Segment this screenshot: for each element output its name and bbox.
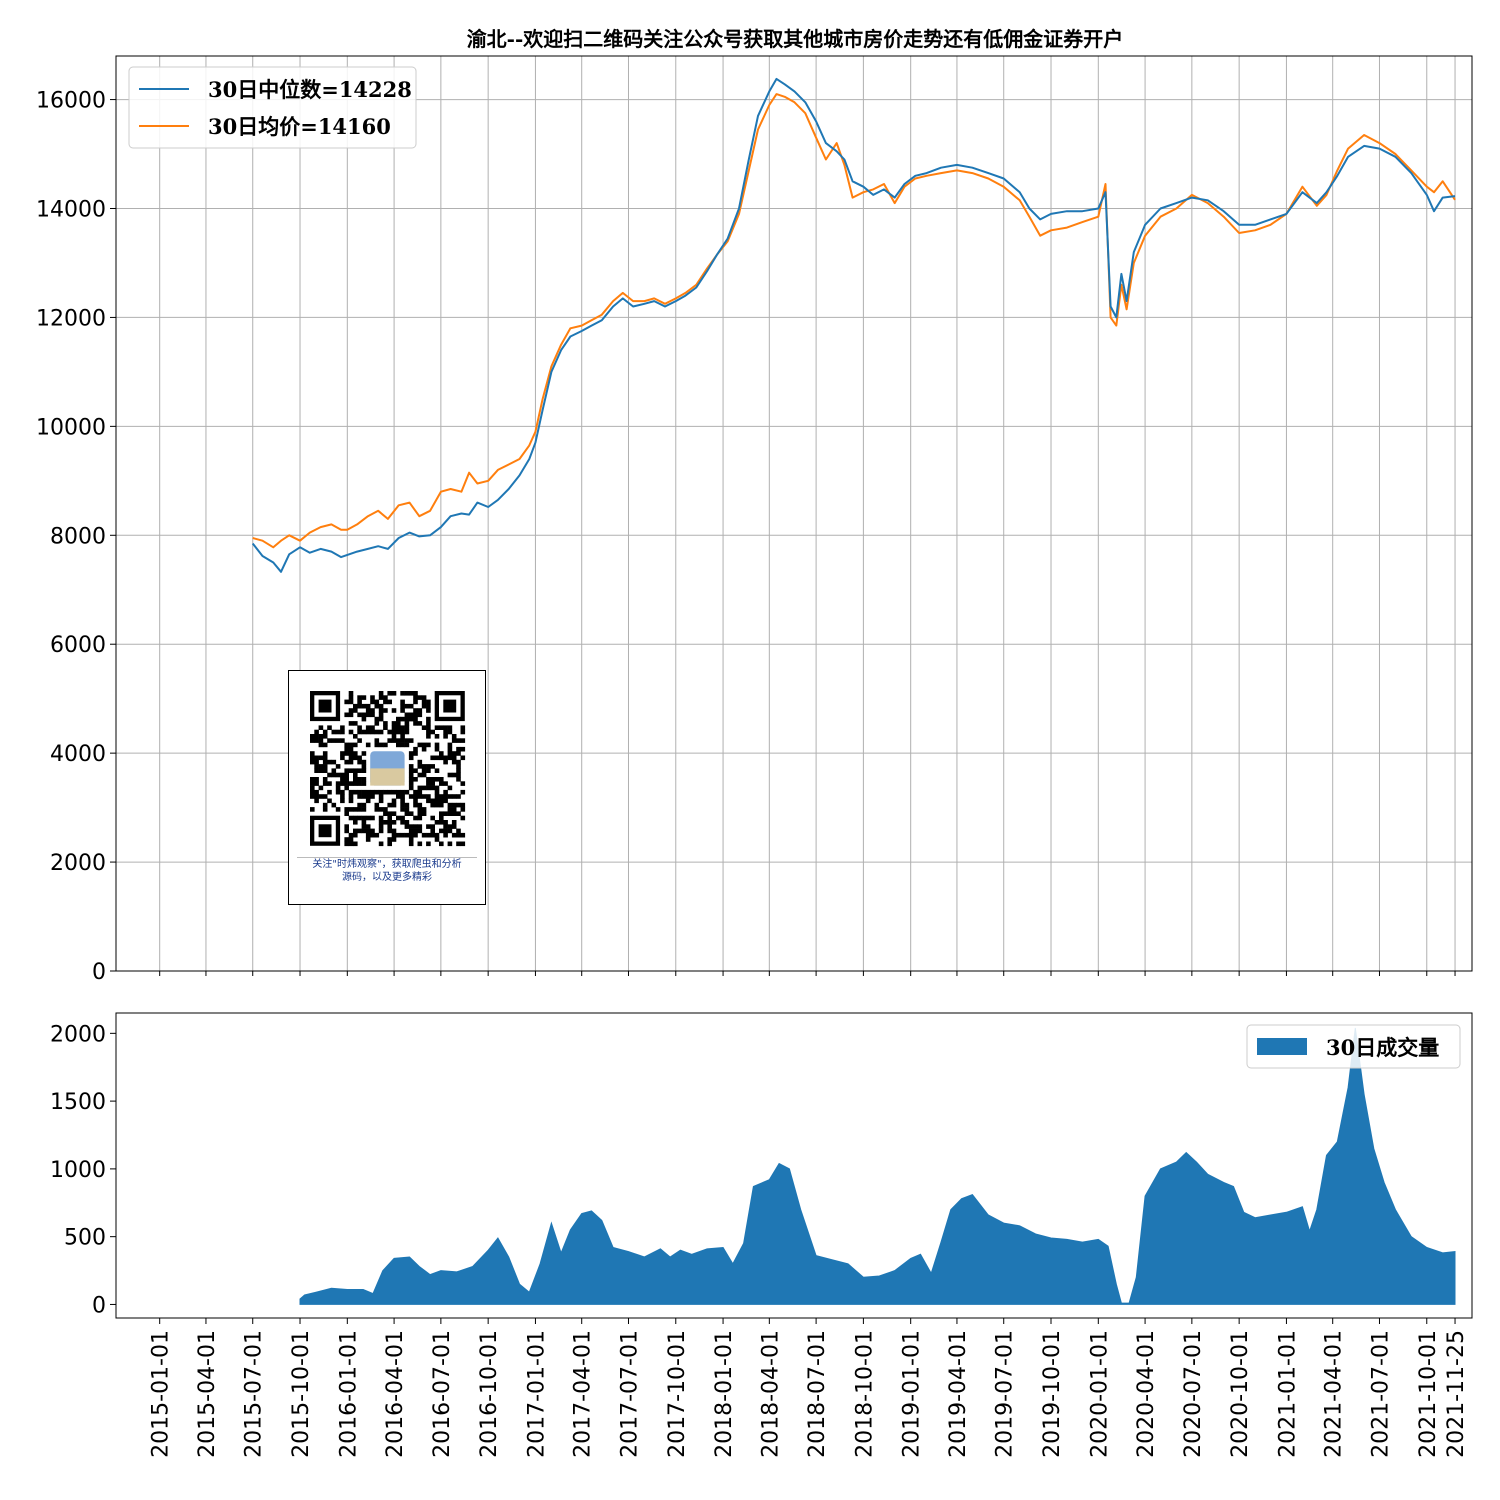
- x-tick-label: 2021-01-01: [1275, 1330, 1300, 1458]
- legend: 30日中位数=14228 30日均价=14160: [128, 66, 417, 149]
- volume-plot: 0 500 1000 1500 2000 2015-01-01 2015-04-01 2015…: [50, 1012, 1473, 1458]
- series-line: [252, 93, 1456, 549]
- plot-frame: [115, 1012, 1473, 1319]
- x-tick-label: 2015-07-01: [242, 1330, 267, 1458]
- y-tick-label: 2000: [50, 1022, 106, 1047]
- x-tick-label: 2021-11-25: [1444, 1330, 1469, 1458]
- series-line: [251, 77, 1456, 573]
- x-tick-label: 2017-10-01: [665, 1330, 690, 1458]
- x-tick-label: 2020-04-01: [1134, 1330, 1159, 1458]
- plot-frame: [115, 55, 1473, 972]
- y-tick-label: 10000: [36, 415, 106, 440]
- x-tick-label: 2019-01-01: [900, 1330, 925, 1458]
- x-tick-label: 2015-01-01: [149, 1330, 174, 1458]
- x-tick-label: 2016-01-01: [336, 1330, 361, 1458]
- x-tick-label: 2015-04-01: [195, 1330, 220, 1458]
- x-tick-label: 2018-07-01: [805, 1330, 830, 1458]
- x-tick-label: 2021-10-01: [1416, 1330, 1441, 1458]
- legend: 30日成交量: [1246, 1024, 1461, 1069]
- x-tick-label: 2017-04-01: [571, 1330, 596, 1458]
- y-tick-label: 1500: [50, 1090, 106, 1115]
- legend-entry: 30日均价=14160: [208, 114, 391, 139]
- y-tick-label: 4000: [50, 742, 106, 767]
- x-tick-label: 2016-07-01: [430, 1330, 455, 1458]
- x-tick-label: 2020-07-01: [1181, 1330, 1206, 1458]
- x-tick-label: 2019-10-01: [1040, 1330, 1065, 1458]
- x-tick-label: 2017-01-01: [524, 1330, 549, 1458]
- y-tick-label: 2000: [50, 851, 106, 876]
- qr-code-icon: [310, 691, 466, 847]
- qr-divider: [297, 857, 477, 858]
- x-tick-label: 2021-04-01: [1322, 1330, 1347, 1458]
- legend-frame: [1246, 1024, 1461, 1069]
- x-tick-label: 2017-07-01: [617, 1330, 642, 1458]
- chart-title: 渝北--欢迎扫二维码关注公众号获取其他城市房价走势还有低佣金证券开户: [467, 27, 1124, 51]
- volume-area: [299, 1027, 1456, 1305]
- qr-caption: 关注"时炜观察"，获取爬虫和分析 源码，以及更多精彩: [289, 858, 485, 884]
- x-tick-label: 2020-01-01: [1087, 1330, 1112, 1458]
- x-tick-label: 2021-07-01: [1368, 1330, 1393, 1458]
- y-tick-label: 0: [92, 1293, 106, 1318]
- qr-watermark: 关注"时炜观察"，获取爬虫和分析 源码，以及更多精彩: [288, 670, 486, 905]
- x-tick-label: 2019-07-01: [993, 1330, 1018, 1458]
- qr-caption-line1: 关注"时炜观察"，获取爬虫和分析: [312, 859, 462, 870]
- y-tick-label: 6000: [50, 633, 106, 658]
- x-tick-label: 2018-10-01: [852, 1330, 877, 1458]
- y-tick-label: 500: [64, 1226, 106, 1251]
- legend-entry: 30日中位数=14228: [208, 77, 412, 102]
- price-plot: 0 2000 4000 6000 8000 10000 12000 14000 16000 30日…: [36, 55, 1473, 985]
- x-tick-label: 2015-10-01: [289, 1330, 314, 1458]
- legend-entry: 30日成交量: [1326, 1035, 1439, 1060]
- y-tick-label: 16000: [36, 89, 106, 114]
- y-tick-label: 8000: [50, 524, 106, 549]
- x-tick-label: 2016-04-01: [383, 1330, 408, 1458]
- y-tick-label: 12000: [36, 306, 106, 331]
- legend-frame: [128, 66, 417, 149]
- x-tick-label: 2018-04-01: [758, 1330, 783, 1458]
- qr-caption-line2: 源码，以及更多精彩: [342, 872, 432, 883]
- legend-swatch: [1257, 1038, 1307, 1055]
- y-tick-label: 1000: [50, 1158, 106, 1183]
- y-tick-label: 0: [92, 960, 106, 985]
- x-tick-label: 2016-10-01: [477, 1330, 502, 1458]
- x-tick-label: 2018-01-01: [712, 1330, 737, 1458]
- x-tick-label: 2020-10-01: [1228, 1330, 1253, 1458]
- x-tick-label: 2019-04-01: [946, 1330, 971, 1458]
- y-tick-label: 14000: [36, 198, 106, 223]
